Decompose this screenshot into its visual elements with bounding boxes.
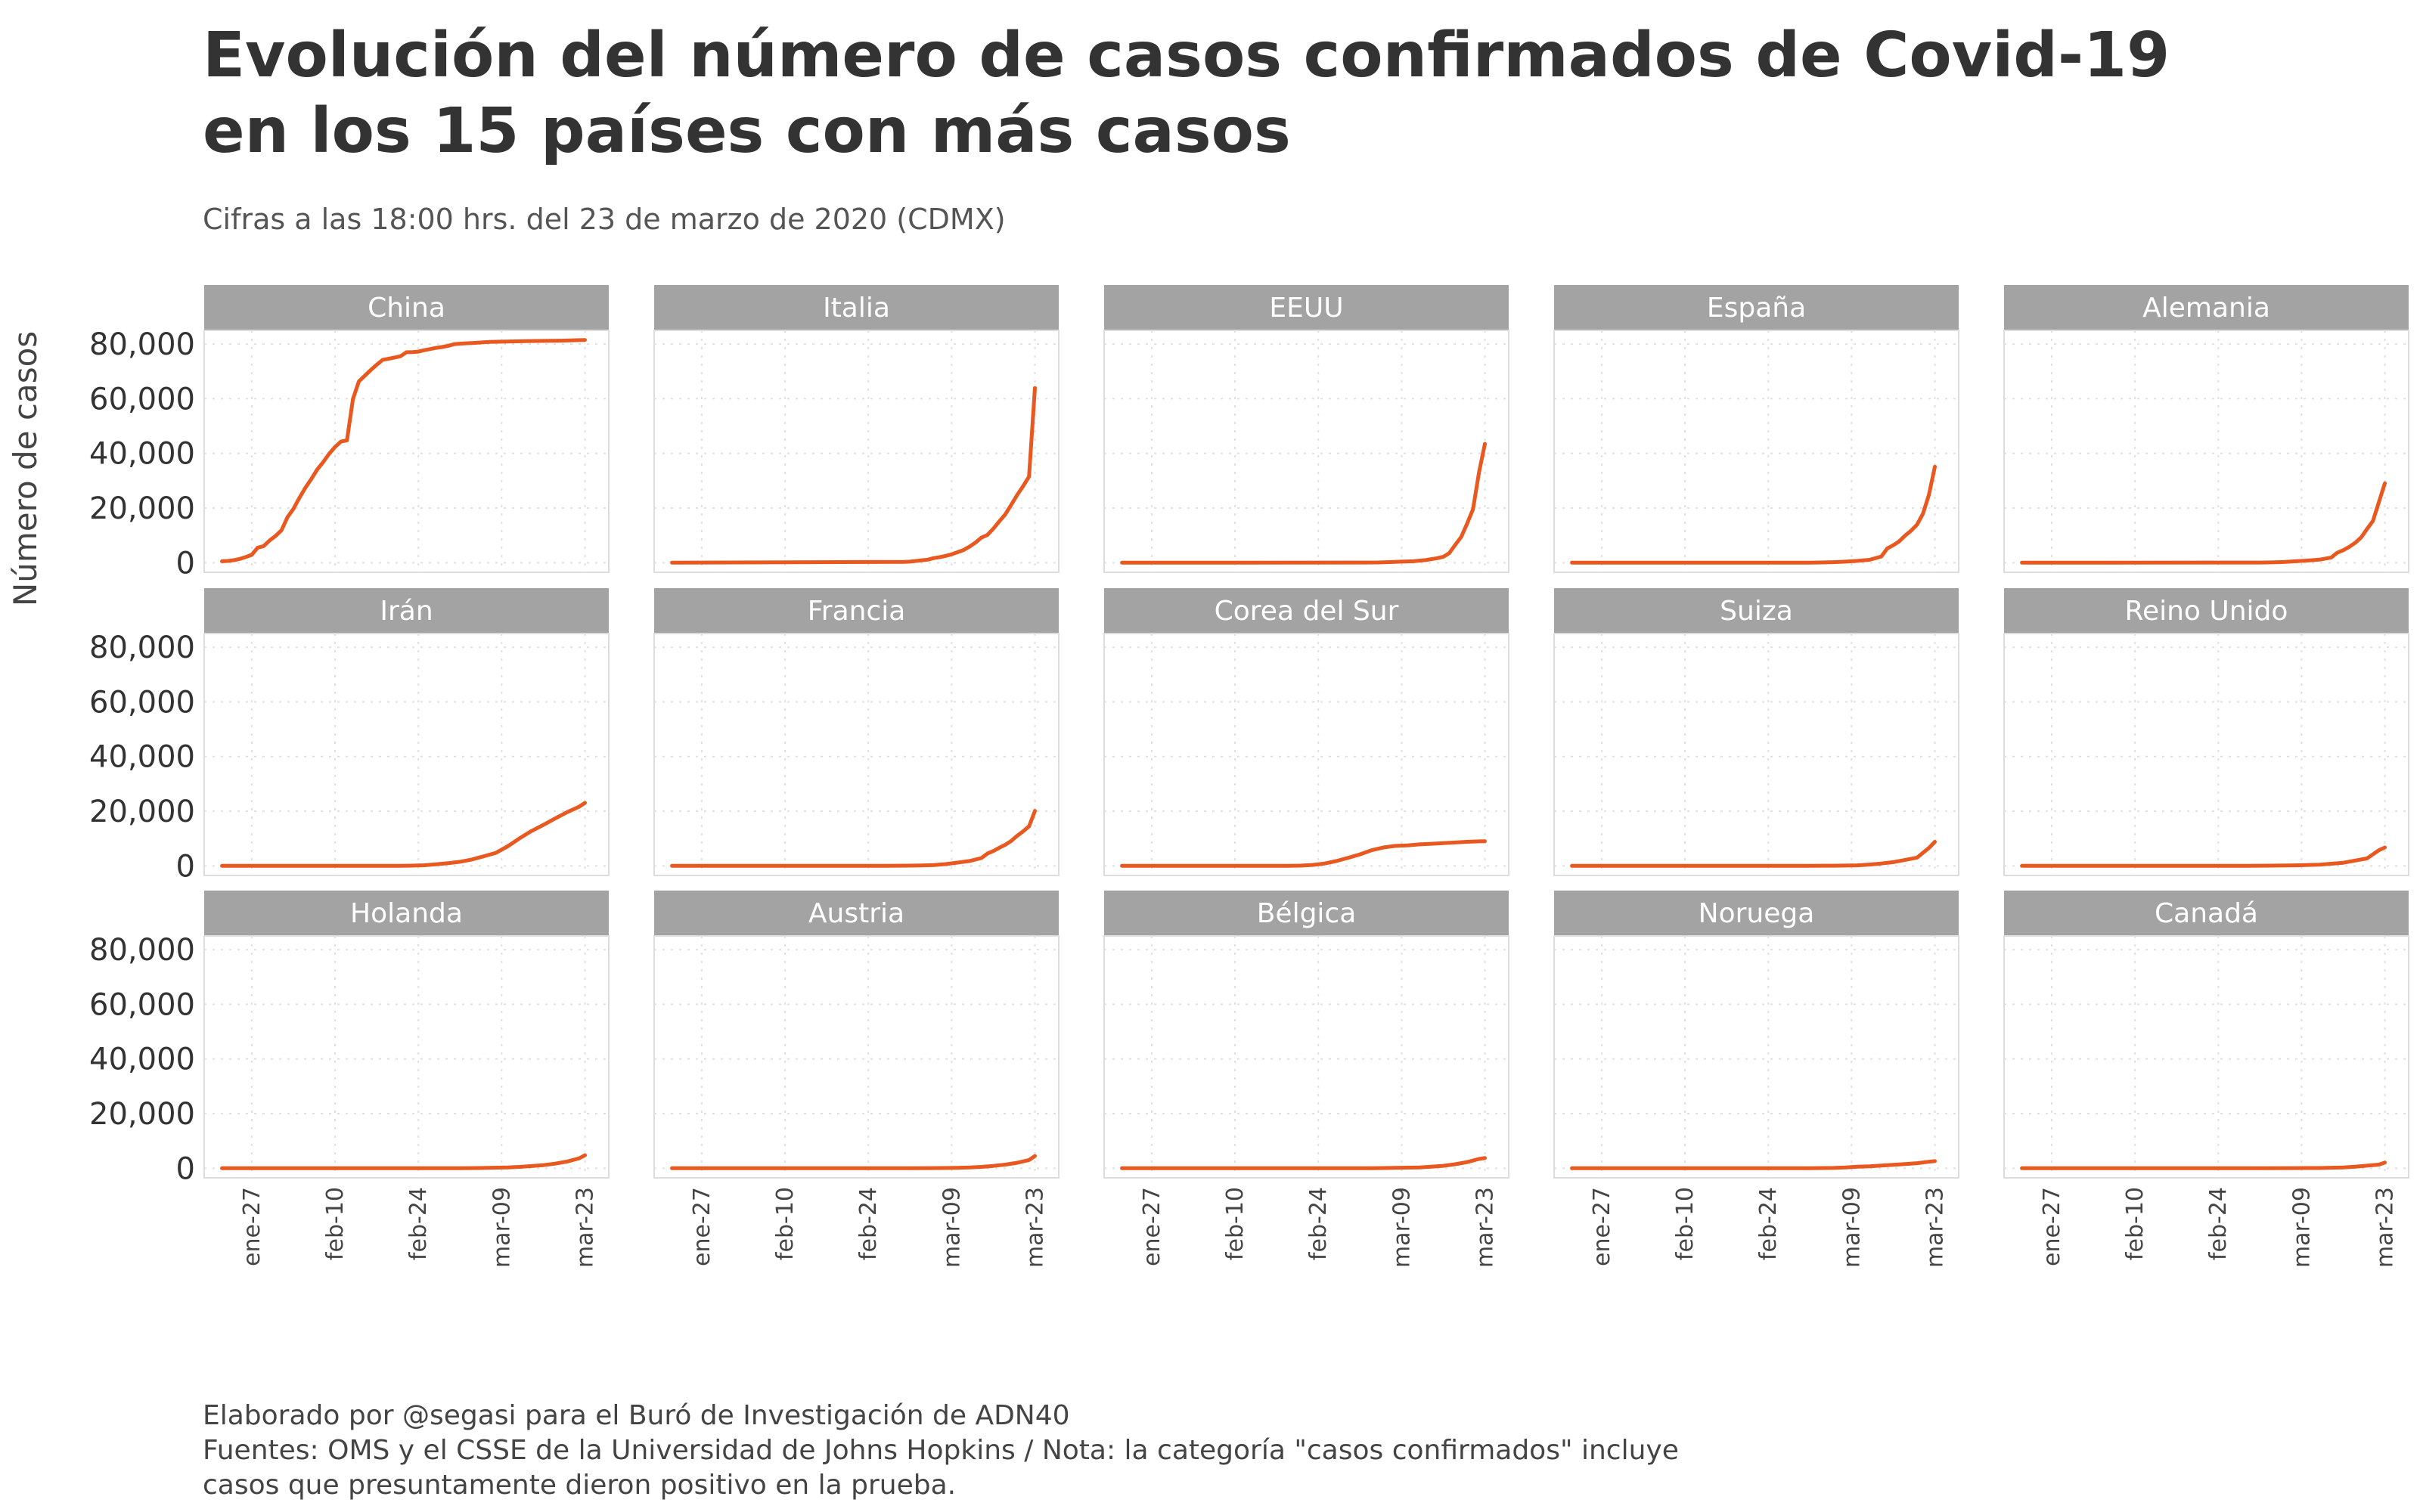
y-tick-label: 0 xyxy=(176,546,195,581)
facet-label: Reino Unido xyxy=(2125,596,2288,627)
x-tick-label: mar-09 xyxy=(939,1187,965,1268)
panel-iran: Irán 0 20,000 40,000 60,000 80,000 xyxy=(89,588,609,884)
panel-china: China 0 20,000 40,000 60,000 80,000 xyxy=(89,285,609,581)
facet-label: Italia xyxy=(823,293,890,324)
facet-label: Alemania xyxy=(2142,293,2270,324)
x-tick-label: feb-24 xyxy=(2205,1187,2232,1260)
x-tick-label: ene-27 xyxy=(1589,1187,1615,1266)
x-tick-label: mar-23 xyxy=(1922,1187,1949,1268)
caption-line-2: Fuentes: OMS y el CSSE de la Universidad… xyxy=(203,1433,1679,1468)
x-tick-label: feb-10 xyxy=(772,1187,799,1260)
facet-label: Noruega xyxy=(1699,898,1815,929)
facet-label: Irán xyxy=(380,596,433,627)
y-tick-label: 0 xyxy=(176,1151,195,1186)
plot-panel xyxy=(1104,330,1509,572)
y-tick-label: 60,000 xyxy=(89,685,195,720)
x-tick-label: mar-23 xyxy=(1472,1187,1499,1268)
y-tick-label: 40,000 xyxy=(89,1043,195,1077)
plot-panel xyxy=(654,634,1059,875)
plot-panel xyxy=(1554,634,1959,875)
x-tick-label: ene-27 xyxy=(689,1187,715,1266)
plot-panel xyxy=(654,936,1059,1178)
plot-panel xyxy=(2004,936,2409,1178)
facet-label: Corea del Sur xyxy=(1215,596,1399,627)
caption-line-3: casos que presuntamente dieron positivo … xyxy=(203,1468,1679,1503)
y-axis-title: Número de casos xyxy=(7,331,44,606)
plot-panel xyxy=(2004,330,2409,572)
x-tick-label: ene-27 xyxy=(2039,1187,2065,1266)
x-tick-label: feb-24 xyxy=(405,1187,432,1260)
panel-reino-unido: Reino Unido xyxy=(2004,588,2409,875)
facet-label: EEUU xyxy=(1269,293,1343,324)
facet-label: China xyxy=(368,293,445,324)
panel-corea-del-sur: Corea del Sur xyxy=(1104,588,1509,875)
y-tick-label: 60,000 xyxy=(89,382,195,417)
facet-label: Francia xyxy=(808,596,906,627)
plot-panel xyxy=(2004,634,2409,875)
caption-line-1: Elaborado por @segasi para el Buró de In… xyxy=(203,1399,1679,1433)
plot-panel xyxy=(1104,936,1509,1178)
panel-suiza: Suiza xyxy=(1554,588,1959,875)
y-tick-label: 40,000 xyxy=(89,740,195,775)
facet-label: Canadá xyxy=(2155,898,2258,929)
panel-belgica: Bélgica ene-27 feb-10 feb-24 mar-09 mar-23 xyxy=(1104,891,1509,1268)
facet-label: Holanda xyxy=(350,898,463,929)
panel-noruega: Noruega ene-27 feb-10 feb-24 mar-09 mar-23 xyxy=(1554,891,1959,1268)
plot-panel xyxy=(1104,634,1509,875)
x-tick-label: mar-23 xyxy=(2372,1187,2399,1268)
plot-panel xyxy=(1554,330,1959,572)
x-tick-label: feb-10 xyxy=(1222,1187,1249,1260)
x-tick-label: mar-09 xyxy=(1838,1187,1865,1268)
facet-label: Austria xyxy=(808,898,904,929)
panel-eeuu: EEUU xyxy=(1104,285,1509,572)
y-tick-label: 40,000 xyxy=(89,437,195,472)
x-tick-label: feb-10 xyxy=(2122,1187,2149,1260)
y-tick-label: 80,000 xyxy=(89,631,195,665)
plot-panel xyxy=(654,330,1059,572)
x-tick-label: mar-09 xyxy=(1388,1187,1415,1268)
x-tick-label: mar-09 xyxy=(2288,1187,2315,1268)
plot-panel xyxy=(204,634,609,875)
y-tick-label: 80,000 xyxy=(89,933,195,968)
x-tick-label: mar-09 xyxy=(489,1187,515,1268)
x-tick-label: mar-23 xyxy=(572,1187,599,1268)
facet-label: España xyxy=(1707,293,1806,324)
panel-espana: España xyxy=(1554,285,1959,572)
facet-label: Bélgica xyxy=(1257,898,1357,929)
x-tick-label: feb-10 xyxy=(322,1187,349,1260)
y-tick-label: 80,000 xyxy=(89,327,195,362)
x-tick-label: mar-23 xyxy=(1022,1187,1049,1268)
panel-canada: Canadá ene-27 feb-10 feb-24 mar-09 mar-23 xyxy=(2004,891,2409,1268)
panel-italia: Italia xyxy=(654,285,1059,572)
panel-austria: Austria ene-27 feb-10 feb-24 mar-09 mar-23 xyxy=(654,891,1059,1268)
panel-holanda: Holanda 0 20,000 40,000 60,000 80,000 ene-27 fe… xyxy=(89,891,609,1268)
y-tick-label: 60,000 xyxy=(89,987,195,1022)
faceted-line-chart: Número de casos China 0 20,000 40,000 60,000 8… xyxy=(0,0,2420,1346)
x-tick-label: feb-24 xyxy=(1755,1187,1782,1260)
x-tick-label: feb-24 xyxy=(1305,1187,1332,1260)
y-tick-label: 0 xyxy=(176,849,195,884)
chart-caption: Elaborado por @segasi para el Buró de In… xyxy=(203,1399,1679,1503)
panel-alemania: Alemania xyxy=(2004,285,2409,572)
y-tick-label: 20,000 xyxy=(89,491,195,526)
panel-francia: Francia xyxy=(654,588,1059,875)
plot-panel xyxy=(204,330,609,572)
x-tick-label: ene-27 xyxy=(239,1187,265,1266)
x-tick-label: ene-27 xyxy=(1139,1187,1165,1266)
facet-label: Suiza xyxy=(1720,596,1793,627)
x-tick-label: feb-10 xyxy=(1672,1187,1699,1260)
y-tick-label: 20,000 xyxy=(89,1097,195,1132)
plot-panel xyxy=(204,936,609,1178)
y-tick-label: 20,000 xyxy=(89,795,195,829)
x-tick-label: feb-24 xyxy=(855,1187,882,1260)
plot-panel xyxy=(1554,936,1959,1178)
